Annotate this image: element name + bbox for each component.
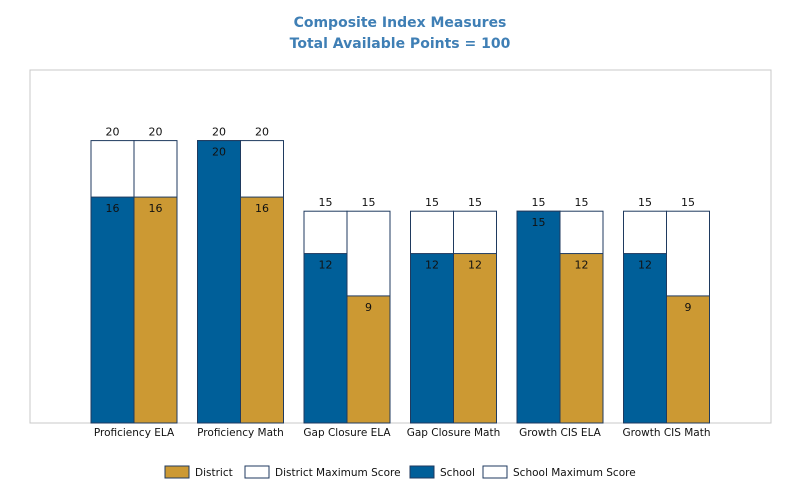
school-value-label: 20 bbox=[212, 146, 226, 159]
district-max-label: 15 bbox=[681, 196, 695, 209]
legend-swatch bbox=[482, 465, 508, 479]
school-bar bbox=[623, 253, 667, 424]
school-max-label: 15 bbox=[425, 196, 439, 209]
x-tick-label: Proficiency ELA bbox=[94, 427, 175, 439]
school-max-label: 15 bbox=[638, 196, 652, 209]
district-bar bbox=[559, 253, 604, 424]
district-value-label: 16 bbox=[255, 202, 269, 215]
x-tick-label: Gap Closure ELA bbox=[303, 427, 391, 439]
district-bar bbox=[346, 295, 391, 424]
school-bar bbox=[410, 253, 454, 424]
legend-label: School bbox=[440, 467, 475, 479]
school-max-label: 15 bbox=[532, 196, 546, 209]
x-tick-label: Growth CIS Math bbox=[622, 427, 710, 439]
chart-subtitle: Total Available Points = 100 bbox=[289, 36, 511, 52]
district-bar bbox=[240, 196, 284, 424]
district-bar bbox=[453, 253, 497, 424]
district-max-label: 15 bbox=[362, 196, 376, 209]
legend-swatch bbox=[164, 465, 190, 479]
school-value-label: 12 bbox=[638, 259, 652, 272]
school-bar bbox=[303, 253, 348, 424]
school-value-label: 12 bbox=[425, 259, 439, 272]
district-value-label: 9 bbox=[365, 301, 372, 314]
legend-swatch bbox=[244, 465, 270, 479]
school-value-label: 12 bbox=[319, 259, 333, 272]
legend-label: District Maximum Score bbox=[275, 467, 401, 479]
school-value-label: 15 bbox=[532, 216, 546, 229]
school-bar bbox=[90, 196, 135, 424]
district-value-label: 16 bbox=[149, 202, 163, 215]
district-bar bbox=[133, 196, 178, 424]
district-max-label: 15 bbox=[575, 196, 589, 209]
school-max-label: 20 bbox=[106, 126, 120, 139]
district-max-label: 20 bbox=[149, 126, 163, 139]
legend-swatch bbox=[409, 465, 435, 479]
x-tick-label: Gap Closure Math bbox=[407, 427, 501, 439]
legend-label: District bbox=[195, 467, 233, 479]
x-tick-label: Proficiency Math bbox=[197, 427, 284, 439]
plot-frame bbox=[29, 69, 772, 424]
school-bar bbox=[516, 210, 561, 424]
school-max-label: 15 bbox=[319, 196, 333, 209]
school-max-label: 20 bbox=[212, 126, 226, 139]
school-bar bbox=[197, 140, 241, 424]
district-value-label: 12 bbox=[468, 259, 482, 272]
district-value-label: 9 bbox=[685, 301, 692, 314]
district-value-label: 12 bbox=[575, 259, 589, 272]
x-tick-label: Growth CIS ELA bbox=[519, 427, 601, 439]
district-max-label: 20 bbox=[255, 126, 269, 139]
school-value-label: 16 bbox=[106, 202, 120, 215]
district-max-label: 15 bbox=[468, 196, 482, 209]
district-bar bbox=[666, 295, 710, 424]
chart-title: Composite Index Measures bbox=[293, 15, 507, 31]
legend-label: School Maximum Score bbox=[513, 467, 636, 479]
